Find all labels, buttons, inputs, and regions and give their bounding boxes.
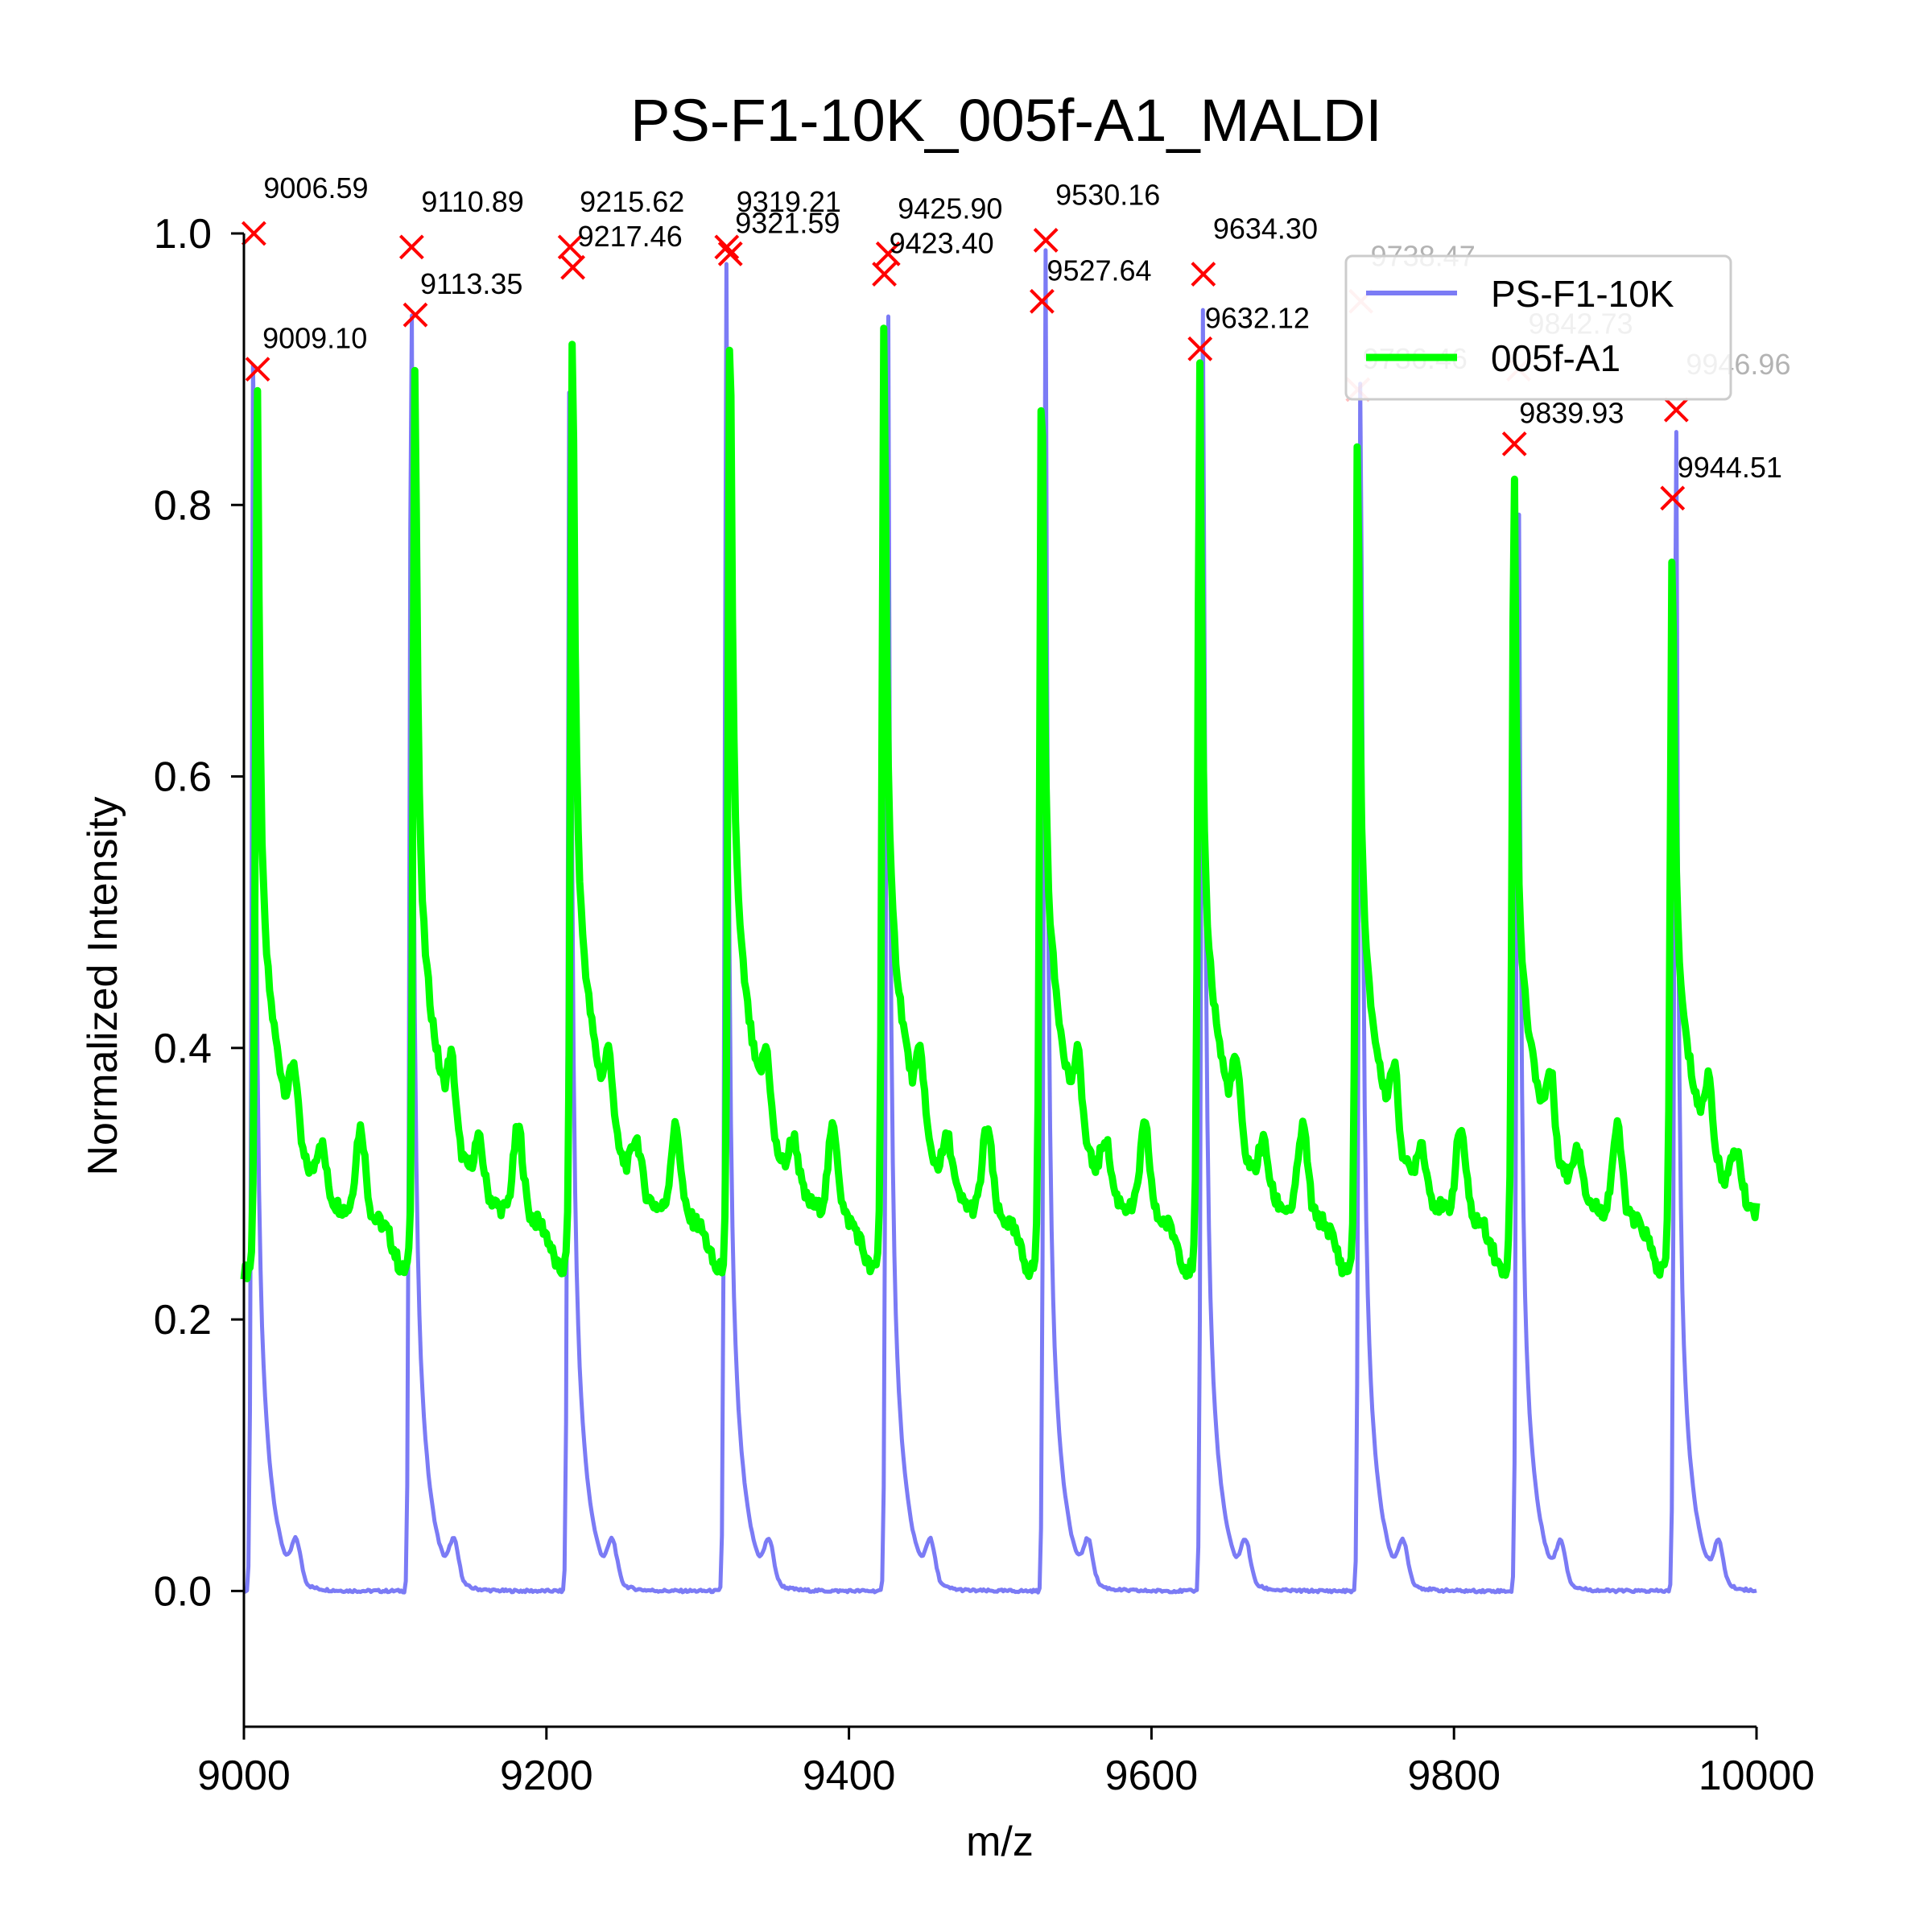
x-tick-label-9600: 9600 [1105, 1752, 1199, 1799]
peak-label-ps-f1-10k-0: 9006.59 [263, 171, 368, 204]
peak-marker-005f-a1-0 [245, 357, 270, 382]
x-axis-label: m/z [966, 1818, 1034, 1865]
peak-marker-005f-a1-0-b [245, 357, 270, 382]
y-axis-label: Normalized Intensity [80, 796, 126, 1175]
peak-marker-ps-f1-10k-0-b [241, 221, 266, 246]
series-line-005f-a1 [240, 324, 1761, 1282]
x-tick-label-9400: 9400 [803, 1752, 896, 1799]
peak-label-005f-a1-6: 9632.12 [1205, 301, 1310, 334]
peak-marker-ps-f1-10k-4-b [875, 241, 901, 266]
x-tick-label-9200: 9200 [500, 1752, 593, 1799]
peak-label-005f-a1-3: 9321.59 [735, 206, 840, 239]
peak-marker-ps-f1-10k-6 [1191, 262, 1216, 287]
peak-marker-005f-a1-8-b [1501, 431, 1527, 456]
y-tick-label-0.0: 0.0 [154, 1568, 212, 1615]
peak-marker-ps-f1-10k-3 [714, 234, 740, 260]
peak-marker-005f-a1-9 [1660, 485, 1686, 511]
peak-marker-ps-f1-10k-1-b [398, 234, 424, 260]
peak-marker-005f-a1-4-b [872, 262, 897, 287]
peak-marker-005f-a1-3 [717, 241, 743, 266]
peak-label-ps-f1-10k-2: 9215.62 [580, 185, 684, 218]
peak-marker-ps-f1-10k-0 [241, 221, 266, 246]
peak-marker-005f-a1-3-b [717, 241, 743, 266]
peak-label-ps-f1-10k-4: 9425.90 [898, 192, 1002, 225]
legend-label-005f-a1: 005f-A1 [1491, 337, 1620, 379]
peak-marker-005f-a1-4 [872, 262, 897, 287]
peak-label-ps-f1-10k-3: 9319.21 [737, 185, 841, 218]
peak-label-005f-a1-5: 9527.64 [1046, 254, 1151, 287]
peak-marker-005f-a1-5-b [1030, 288, 1055, 314]
y-ticks: 0.0 0.2 0.4 0.6 0.8 1.0 [154, 211, 244, 1615]
peak-marker-005f-a1-2-b [560, 254, 586, 280]
peak-label-005f-a1-4: 9423.40 [890, 227, 994, 260]
peak-label-ps-f1-10k-6: 9634.30 [1213, 213, 1318, 246]
peak-label-005f-a1-8: 9839.93 [1519, 396, 1624, 429]
legend: PS-F1-10K 005f-A1 [1344, 254, 1732, 401]
chart-title: PS-F1-10K_005f-A1_MALDI [630, 87, 1382, 154]
peak-label-005f-a1-1: 9113.35 [420, 267, 522, 300]
x-tick-label-9800: 9800 [1407, 1752, 1501, 1799]
y-tick-label-0.2: 0.2 [154, 1297, 212, 1344]
peak-marker-005f-a1-5 [1030, 288, 1055, 314]
peak-marker-ps-f1-10k-6-b [1191, 262, 1216, 287]
x-tick-label-9000: 9000 [197, 1752, 291, 1799]
peak-marker-ps-f1-10k-4 [875, 241, 901, 266]
peak-label-ps-f1-10k-1: 9110.89 [421, 185, 523, 218]
peak-marker-ps-f1-10k-2 [557, 234, 583, 260]
legend-label-ps-f1-10k: PS-F1-10K [1491, 273, 1674, 315]
peak-marker-ps-f1-10k-9 [1663, 397, 1689, 423]
peak-label-005f-a1-0: 9009.10 [262, 322, 367, 355]
peak-marker-ps-f1-10k-2-b [557, 234, 583, 260]
y-tick-label-0.8: 0.8 [154, 482, 212, 529]
peak-label-ps-f1-10k-5: 9530.16 [1055, 178, 1160, 211]
peak-marker-ps-f1-10k-9-b [1663, 397, 1689, 423]
peak-marker-005f-a1-8 [1501, 431, 1527, 456]
y-tick-label-0.6: 0.6 [154, 754, 212, 801]
peak-marker-ps-f1-10k-5-b [1033, 228, 1059, 253]
peak-marker-ps-f1-10k-5 [1033, 228, 1059, 253]
axes [242, 233, 1757, 1728]
peak-marker-ps-f1-10k-1 [398, 234, 424, 260]
peak-label-005f-a1-2: 9217.46 [578, 220, 683, 253]
y-tick-label-0.4: 0.4 [154, 1026, 212, 1072]
series-line-ps-f1-10k [243, 248, 1757, 1595]
peak-marker-005f-a1-6 [1187, 336, 1213, 361]
y-tick-label-1.0: 1.0 [154, 211, 212, 258]
peak-marker-005f-a1-6-b [1187, 336, 1213, 361]
peak-marker-005f-a1-1 [402, 302, 428, 328]
peak-marker-005f-a1-2 [560, 254, 586, 280]
peak-marker-005f-a1-1-b [402, 302, 428, 328]
peak-label-005f-a1-9: 9944.51 [1678, 451, 1782, 484]
x-tick-label-10000: 10000 [1699, 1752, 1815, 1799]
x-ticks: 9000 9200 9400 9600 9800 10000 [197, 1727, 1814, 1799]
peak-marker-ps-f1-10k-3-b [714, 234, 740, 260]
peak-marker-005f-a1-9-b [1660, 485, 1686, 511]
